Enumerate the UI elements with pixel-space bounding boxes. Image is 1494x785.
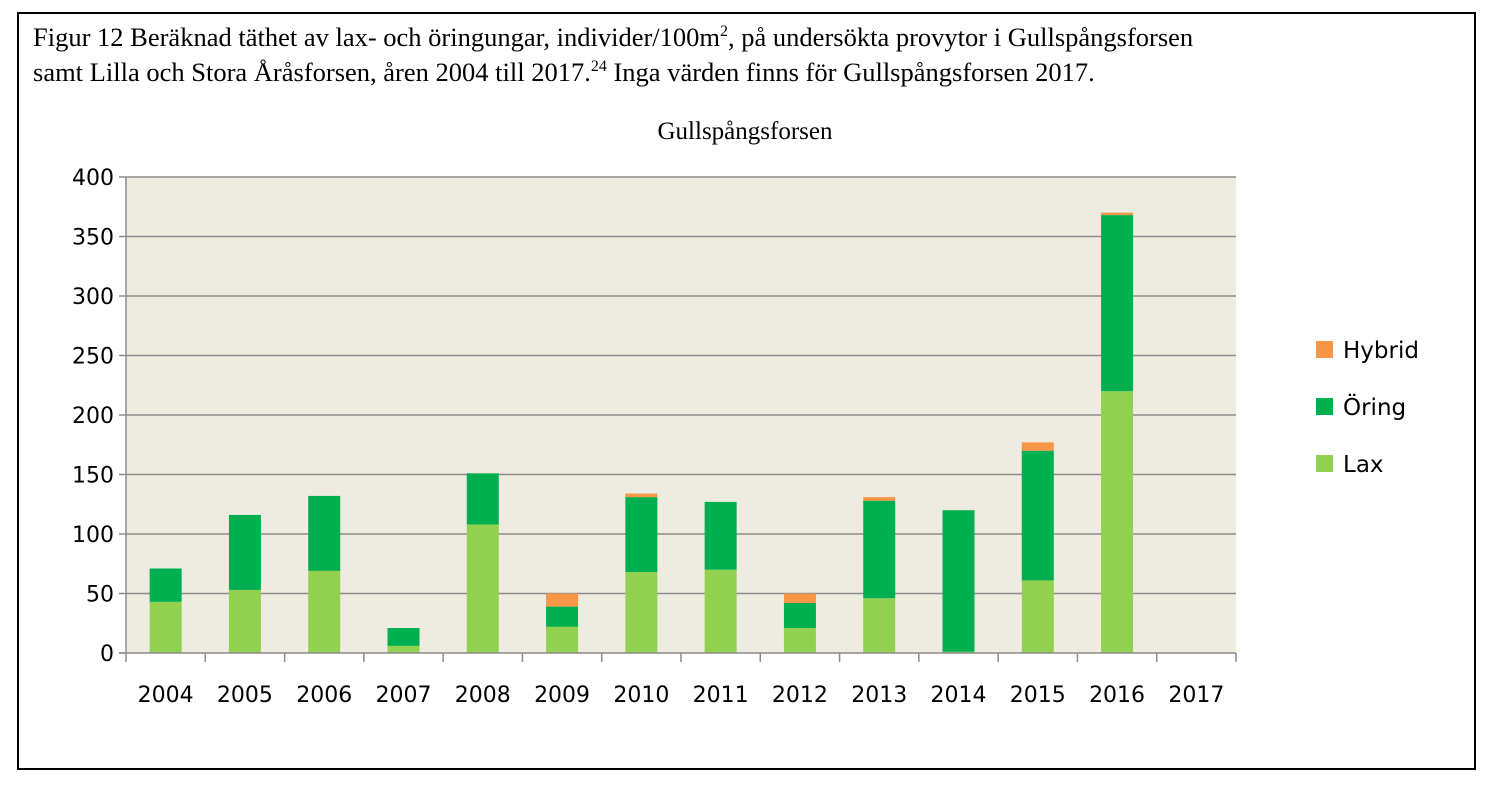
bar-öring-2004 [149,568,182,602]
bar-hybrid-2015 [1021,442,1054,451]
legend: Hybrid Öring Lax [1316,338,1419,478]
bar-öring-2016 [1101,215,1134,392]
bar-öring-2011 [704,501,737,570]
x-tick-label: 2005 [217,683,273,708]
y-tick-label: 50 [86,583,114,608]
bar-öring-2008 [466,473,499,525]
x-tick-label: 2009 [534,683,590,708]
bar-lax-2007 [387,645,420,653]
bar-hybrid-2009 [546,593,579,607]
y-tick-label: 400 [72,166,114,191]
x-axis-ticks: 2004 2005 2006 2007 2008 2009 2010 2011 2012 2013… [125,653,1237,708]
x-tick-label: 2014 [931,683,987,708]
figure-caption: Figur 12 Beräknad täthet av lax- och öri… [33,20,1453,90]
x-tick-label: 2016 [1089,683,1145,708]
y-tick-label: 0 [100,642,114,667]
y-tick-label: 100 [72,523,114,548]
bar-hybrid-2012 [783,593,816,604]
bar-hybrid-2016 [1101,212,1134,216]
legend-label-hybrid: Hybrid [1343,338,1419,364]
bar-lax-2004 [149,601,182,653]
bar-hybrid-2010 [625,493,658,498]
legend-swatch-öring [1316,398,1333,415]
bar-lax-2013 [863,598,896,653]
x-tick-label: 2017 [1168,683,1224,708]
bar-lax-2006 [308,570,341,653]
bar-öring-2012 [783,603,816,629]
bar-lax-2010 [625,572,658,653]
x-tick-label: 2010 [613,683,669,708]
bar-öring-2007 [387,628,420,646]
caption-line-2: samt Lilla och Stora Åråsforsen, åren 20… [33,57,1095,87]
y-tick-label: 250 [72,345,114,370]
chart-title: Gullspångsforsen [658,118,833,145]
bar-öring-2009 [546,606,579,627]
bar-öring-2014 [942,510,975,652]
y-tick-label: 200 [72,404,114,429]
bar-lax-2009 [546,626,579,653]
x-tick-label: 2011 [693,683,749,708]
x-tick-label: 2006 [296,683,352,708]
bar-lax-2015 [1021,580,1054,653]
x-tick-label: 2004 [138,683,194,708]
bar-lax-2012 [783,628,816,653]
x-tick-label: 2012 [772,683,828,708]
x-tick-label: 2015 [1010,683,1066,708]
x-tick-label: 2013 [851,683,907,708]
bars [149,212,1134,653]
bar-lax-2016 [1101,391,1134,653]
bar-lax-2008 [466,524,499,653]
bar-lax-2011 [704,569,737,653]
bar-öring-2013 [863,500,896,599]
x-tick-label: 2008 [455,683,511,708]
caption-line-1: Figur 12 Beräknad täthet av lax- och öri… [33,22,1194,52]
legend-label-lax: Lax [1343,452,1384,478]
legend-swatch-lax [1316,455,1333,472]
legend-swatch-hybrid [1316,341,1333,358]
bar-lax-2005 [228,589,261,653]
bar-öring-2015 [1021,450,1054,581]
x-tick-label: 2007 [376,683,432,708]
bar-hybrid-2013 [863,497,896,501]
bar-öring-2005 [228,514,261,590]
legend-label-öring: Öring [1343,393,1406,421]
y-tick-label: 350 [72,226,114,251]
bar-öring-2010 [625,497,658,573]
bar-öring-2006 [308,495,341,571]
y-tick-label: 150 [72,464,114,489]
y-axis-ticks: 0 50 100 150 200 250 300 350 400 [72,166,126,667]
y-tick-label: 300 [72,285,114,310]
